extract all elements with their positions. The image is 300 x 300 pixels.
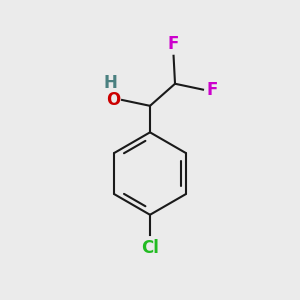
- Text: F: F: [206, 81, 218, 99]
- Text: Cl: Cl: [141, 239, 159, 257]
- Text: H: H: [104, 74, 118, 92]
- Text: F: F: [168, 35, 179, 53]
- Text: O: O: [106, 91, 121, 109]
